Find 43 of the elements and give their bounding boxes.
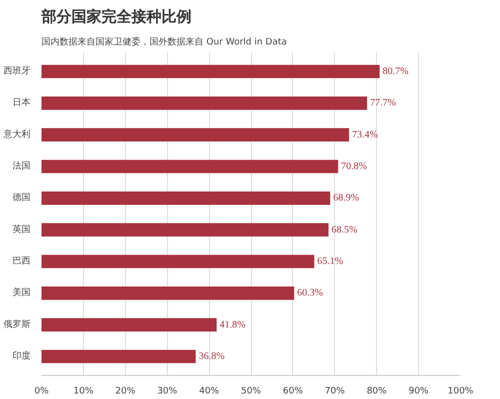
y-tick-label: 巴西 (12, 256, 30, 266)
y-tick-label: 法国 (12, 160, 30, 172)
x-tick-label: 10% (73, 386, 94, 396)
y-tick-label: 英国 (12, 224, 30, 235)
x-tick-label: 90% (408, 386, 430, 396)
data-label: 70.8% (341, 161, 367, 172)
data-label: 41.8% (220, 319, 246, 330)
y-tick-label: 德国 (12, 192, 30, 204)
x-tick-label: 70% (324, 386, 346, 396)
bar (42, 128, 350, 142)
bar (42, 350, 196, 364)
data-label: 68.9% (333, 192, 360, 204)
data-label: 77.7% (370, 98, 396, 109)
y-tick-label: 西班牙 (4, 66, 30, 76)
bar (42, 192, 330, 205)
y-tick-label: 俄罗斯 (4, 318, 30, 330)
bar (42, 254, 314, 268)
bar (42, 286, 294, 300)
bar (42, 223, 329, 236)
data-label: 60.3% (297, 288, 323, 299)
data-label: 65.1% (317, 256, 344, 267)
x-tick-label: 100% (448, 386, 474, 396)
x-tick-label: 0% (34, 386, 50, 396)
x-tick-label: 30% (157, 386, 178, 396)
y-tick-label: 意大利 (2, 128, 30, 140)
x-tick-label: 60% (282, 386, 304, 396)
data-label: 68.5% (332, 224, 358, 236)
chart-title: 部分国家完全接种比例 (40, 8, 192, 26)
x-tick-label: 50% (241, 386, 262, 396)
bar (42, 160, 338, 174)
x-tick-label: 80% (366, 386, 388, 396)
chart-subtitle: 国内数据来自国家卫健委，国外数据来自 Our World in Data (42, 36, 287, 48)
y-tick-label: 日本 (12, 97, 30, 108)
x-tick-label: 20% (115, 386, 136, 396)
data-label: 80.7% (382, 66, 408, 77)
bar (42, 64, 380, 78)
bar (42, 96, 368, 110)
data-label: 36.8% (198, 351, 225, 362)
y-tick-label: 美国 (12, 287, 30, 298)
y-tick-label: 印度 (12, 350, 30, 362)
bar (42, 318, 217, 332)
data-label: 73.4% (352, 129, 378, 140)
x-tick-label: 40% (199, 386, 220, 396)
